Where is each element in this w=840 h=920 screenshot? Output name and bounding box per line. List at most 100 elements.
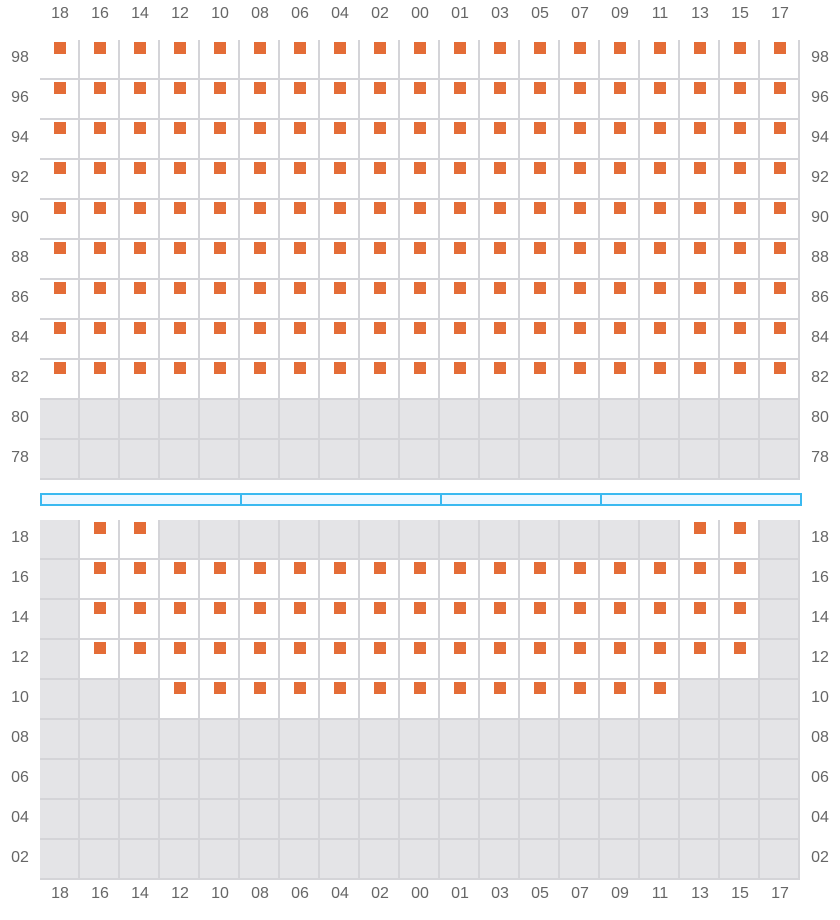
- seat-96-04[interactable]: [334, 82, 346, 94]
- seat-92-15[interactable]: [734, 162, 746, 174]
- seat-12-14[interactable]: [134, 642, 146, 654]
- seat-82-10[interactable]: [214, 362, 226, 374]
- seat-10-04[interactable]: [334, 682, 346, 694]
- seat-86-16[interactable]: [94, 282, 106, 294]
- seat-84-02[interactable]: [374, 322, 386, 334]
- seat-88-06[interactable]: [294, 242, 306, 254]
- seat-12-15[interactable]: [734, 642, 746, 654]
- seat-98-18[interactable]: [54, 42, 66, 54]
- seat-92-05[interactable]: [534, 162, 546, 174]
- seat-86-06[interactable]: [294, 282, 306, 294]
- seat-10-03[interactable]: [494, 682, 506, 694]
- seat-88-18[interactable]: [54, 242, 66, 254]
- seat-90-04[interactable]: [334, 202, 346, 214]
- seat-92-09[interactable]: [614, 162, 626, 174]
- seat-84-12[interactable]: [174, 322, 186, 334]
- seat-10-01[interactable]: [454, 682, 466, 694]
- seat-82-09[interactable]: [614, 362, 626, 374]
- seat-94-11[interactable]: [654, 122, 666, 134]
- seat-88-16[interactable]: [94, 242, 106, 254]
- seat-10-11[interactable]: [654, 682, 666, 694]
- seat-14-03[interactable]: [494, 602, 506, 614]
- seat-10-05[interactable]: [534, 682, 546, 694]
- seat-14-12[interactable]: [174, 602, 186, 614]
- seat-92-06[interactable]: [294, 162, 306, 174]
- seat-84-11[interactable]: [654, 322, 666, 334]
- seat-14-01[interactable]: [454, 602, 466, 614]
- seat-82-07[interactable]: [574, 362, 586, 374]
- seat-86-00[interactable]: [414, 282, 426, 294]
- seat-96-05[interactable]: [534, 82, 546, 94]
- seat-96-03[interactable]: [494, 82, 506, 94]
- seat-88-17[interactable]: [774, 242, 786, 254]
- seat-94-02[interactable]: [374, 122, 386, 134]
- seat-90-01[interactable]: [454, 202, 466, 214]
- seat-88-11[interactable]: [654, 242, 666, 254]
- seat-94-08[interactable]: [254, 122, 266, 134]
- seat-94-10[interactable]: [214, 122, 226, 134]
- seat-82-00[interactable]: [414, 362, 426, 374]
- seat-92-14[interactable]: [134, 162, 146, 174]
- seat-98-06[interactable]: [294, 42, 306, 54]
- seat-16-03[interactable]: [494, 562, 506, 574]
- seat-98-00[interactable]: [414, 42, 426, 54]
- seat-14-05[interactable]: [534, 602, 546, 614]
- seat-18-15[interactable]: [734, 522, 746, 534]
- seat-94-07[interactable]: [574, 122, 586, 134]
- seat-86-01[interactable]: [454, 282, 466, 294]
- seat-92-02[interactable]: [374, 162, 386, 174]
- seat-86-11[interactable]: [654, 282, 666, 294]
- seat-82-16[interactable]: [94, 362, 106, 374]
- seat-86-14[interactable]: [134, 282, 146, 294]
- seat-90-15[interactable]: [734, 202, 746, 214]
- seat-84-18[interactable]: [54, 322, 66, 334]
- seat-12-12[interactable]: [174, 642, 186, 654]
- seat-10-12[interactable]: [174, 682, 186, 694]
- seat-86-07[interactable]: [574, 282, 586, 294]
- seat-96-18[interactable]: [54, 82, 66, 94]
- seat-14-06[interactable]: [294, 602, 306, 614]
- seat-82-15[interactable]: [734, 362, 746, 374]
- seat-86-10[interactable]: [214, 282, 226, 294]
- seat-98-16[interactable]: [94, 42, 106, 54]
- seat-88-03[interactable]: [494, 242, 506, 254]
- seat-90-18[interactable]: [54, 202, 66, 214]
- seat-98-15[interactable]: [734, 42, 746, 54]
- seat-12-06[interactable]: [294, 642, 306, 654]
- seat-14-15[interactable]: [734, 602, 746, 614]
- seat-94-06[interactable]: [294, 122, 306, 134]
- seat-86-17[interactable]: [774, 282, 786, 294]
- seat-84-14[interactable]: [134, 322, 146, 334]
- seat-18-16[interactable]: [94, 522, 106, 534]
- seat-90-08[interactable]: [254, 202, 266, 214]
- seat-98-10[interactable]: [214, 42, 226, 54]
- seat-82-03[interactable]: [494, 362, 506, 374]
- seat-16-13[interactable]: [694, 562, 706, 574]
- seat-84-17[interactable]: [774, 322, 786, 334]
- seat-16-02[interactable]: [374, 562, 386, 574]
- seat-12-00[interactable]: [414, 642, 426, 654]
- seat-94-12[interactable]: [174, 122, 186, 134]
- seat-90-02[interactable]: [374, 202, 386, 214]
- seat-86-08[interactable]: [254, 282, 266, 294]
- seat-90-06[interactable]: [294, 202, 306, 214]
- seat-92-03[interactable]: [494, 162, 506, 174]
- seat-98-04[interactable]: [334, 42, 346, 54]
- seat-98-17[interactable]: [774, 42, 786, 54]
- seat-16-07[interactable]: [574, 562, 586, 574]
- seat-10-07[interactable]: [574, 682, 586, 694]
- seat-96-06[interactable]: [294, 82, 306, 94]
- seat-94-15[interactable]: [734, 122, 746, 134]
- seat-16-06[interactable]: [294, 562, 306, 574]
- seat-90-16[interactable]: [94, 202, 106, 214]
- seat-14-10[interactable]: [214, 602, 226, 614]
- seat-88-00[interactable]: [414, 242, 426, 254]
- seat-84-15[interactable]: [734, 322, 746, 334]
- seat-12-08[interactable]: [254, 642, 266, 654]
- seat-88-02[interactable]: [374, 242, 386, 254]
- seat-90-07[interactable]: [574, 202, 586, 214]
- seat-96-11[interactable]: [654, 82, 666, 94]
- seat-90-17[interactable]: [774, 202, 786, 214]
- seat-86-09[interactable]: [614, 282, 626, 294]
- seat-12-02[interactable]: [374, 642, 386, 654]
